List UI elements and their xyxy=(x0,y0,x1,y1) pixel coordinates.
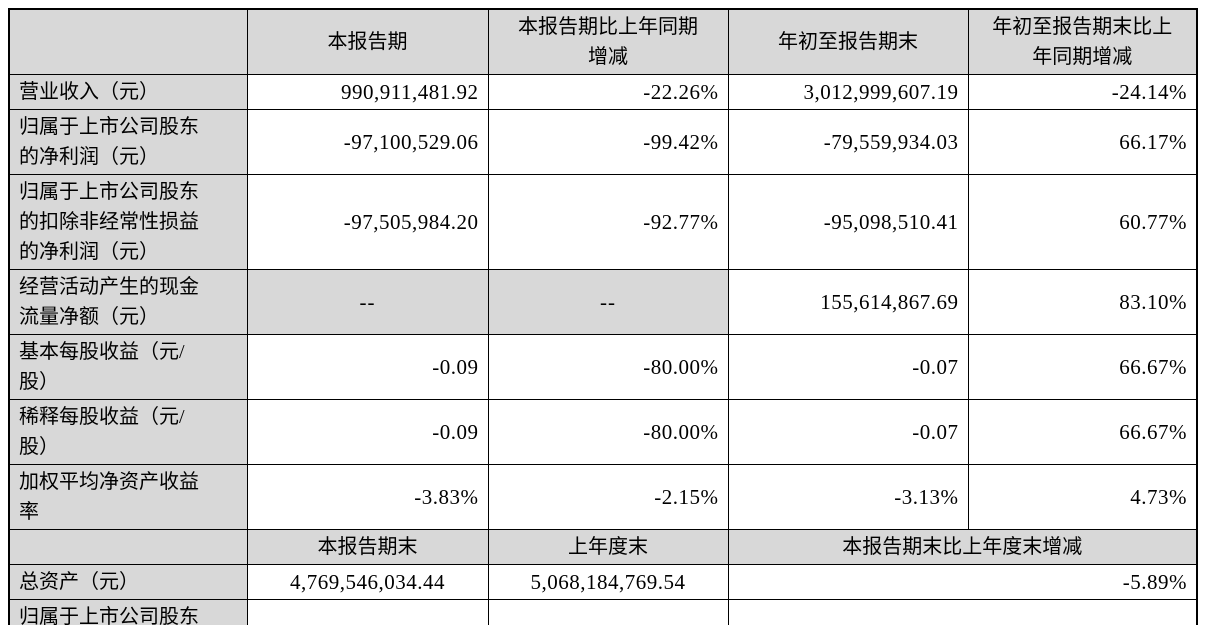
row-operating-revenue: 营业收入（元） 990,911,481.92 -22.26% 3,012,999… xyxy=(8,74,1198,110)
cell-current-change: -80.00% xyxy=(487,334,729,400)
cell-current: 990,911,481.92 xyxy=(246,74,489,110)
cell-current-change: -- xyxy=(487,269,729,335)
row-shareholders-equity: 归属于上市公司股东 的所有者权益（元） 2,497,579,067.40 2,5… xyxy=(8,599,1198,625)
header-current-period: 本报告期 xyxy=(246,8,489,75)
row-label: 归属于上市公司股东 的所有者权益（元） xyxy=(8,599,248,625)
row-label: 经营活动产生的现金 流量净额（元） xyxy=(8,269,248,335)
cell-ytd-change: 60.77% xyxy=(967,174,1198,270)
cell-ytd-change: -24.14% xyxy=(967,74,1198,110)
cell-ytd-change: 4.73% xyxy=(967,464,1198,530)
cell-current: -97,505,984.20 xyxy=(246,174,489,270)
cell-prior-year-end: 5,068,184,769.54 xyxy=(487,564,729,600)
cell-ytd: -79,559,934.03 xyxy=(727,109,969,175)
header-current-period-change: 本报告期比上年同期 增减 xyxy=(487,8,729,75)
header-ytd: 年初至报告期末 xyxy=(727,8,969,75)
cell-ytd: -0.07 xyxy=(727,334,969,400)
cell-current-change: -80.00% xyxy=(487,399,729,465)
cell-ytd: 155,614,867.69 xyxy=(727,269,969,335)
corner-cell xyxy=(8,529,248,565)
header-prior-year-end: 上年度末 xyxy=(487,529,729,565)
row-total-assets: 总资产（元） 4,769,546,034.44 5,068,184,769.54… xyxy=(8,564,1198,600)
cell-current-change: -22.26% xyxy=(487,74,729,110)
row-net-profit: 归属于上市公司股东 的净利润（元） -97,100,529.06 -99.42%… xyxy=(8,109,1198,175)
row-label: 归属于上市公司股东 的净利润（元） xyxy=(8,109,248,175)
table-header-top: 本报告期 本报告期比上年同期 增减 年初至报告期末 年初至报告期末比上 年同期增… xyxy=(8,8,1198,75)
row-operating-cash-flow: 经营活动产生的现金 流量净额（元） -- -- 155,614,867.69 8… xyxy=(8,269,1198,335)
row-weighted-average-roe: 加权平均净资产收益 率 -3.83% -2.15% -3.13% 4.73% xyxy=(8,464,1198,530)
row-label: 总资产（元） xyxy=(8,564,248,600)
header-period-end-change: 本报告期末比上年度末增减 xyxy=(727,529,1198,565)
corner-cell xyxy=(8,8,248,75)
cell-current: -0.09 xyxy=(246,399,489,465)
cell-current: -97,100,529.06 xyxy=(246,109,489,175)
cell-change: -5.89% xyxy=(727,564,1198,600)
cell-ytd: -3.13% xyxy=(727,464,969,530)
cell-ytd-change: 66.67% xyxy=(967,334,1198,400)
cell-period-end: 2,497,579,067.40 xyxy=(246,599,489,625)
row-net-profit-excl-nonrecurring: 归属于上市公司股东 的扣除非经常性损益 的净利润（元） -97,505,984.… xyxy=(8,174,1198,270)
row-label: 归属于上市公司股东 的扣除非经常性损益 的净利润（元） xyxy=(8,174,248,270)
header-period-end: 本报告期末 xyxy=(246,529,489,565)
cell-ytd: -95,098,510.41 xyxy=(727,174,969,270)
row-basic-eps: 基本每股收益（元/ 股） -0.09 -80.00% -0.07 66.67% xyxy=(8,334,1198,400)
cell-ytd: -0.07 xyxy=(727,399,969,465)
financial-summary-table: 本报告期 本报告期比上年同期 增减 年初至报告期末 年初至报告期末比上 年同期增… xyxy=(8,8,1198,625)
row-label: 营业收入（元） xyxy=(8,74,248,110)
cell-current-change: -92.77% xyxy=(487,174,729,270)
cell-current-change: -2.15% xyxy=(487,464,729,530)
cell-current: -- xyxy=(246,269,489,335)
cell-ytd: 3,012,999,607.19 xyxy=(727,74,969,110)
cell-ytd-change: 66.67% xyxy=(967,399,1198,465)
row-diluted-eps: 稀释每股收益（元/ 股） -0.09 -80.00% -0.07 66.67% xyxy=(8,399,1198,465)
row-label: 基本每股收益（元/ 股） xyxy=(8,334,248,400)
cell-change: -3.25% xyxy=(727,599,1198,625)
cell-current-change: -99.42% xyxy=(487,109,729,175)
header-ytd-change: 年初至报告期末比上 年同期增减 xyxy=(967,8,1198,75)
cell-current: -0.09 xyxy=(246,334,489,400)
cell-current: -3.83% xyxy=(246,464,489,530)
row-label: 稀释每股收益（元/ 股） xyxy=(8,399,248,465)
cell-prior-year-end: 2,581,385,372.92 xyxy=(487,599,729,625)
cell-period-end: 4,769,546,034.44 xyxy=(246,564,489,600)
cell-ytd-change: 66.17% xyxy=(967,109,1198,175)
table-header-bottom: 本报告期末 上年度末 本报告期末比上年度末增减 xyxy=(8,529,1198,565)
cell-ytd-change: 83.10% xyxy=(967,269,1198,335)
row-label: 加权平均净资产收益 率 xyxy=(8,464,248,530)
